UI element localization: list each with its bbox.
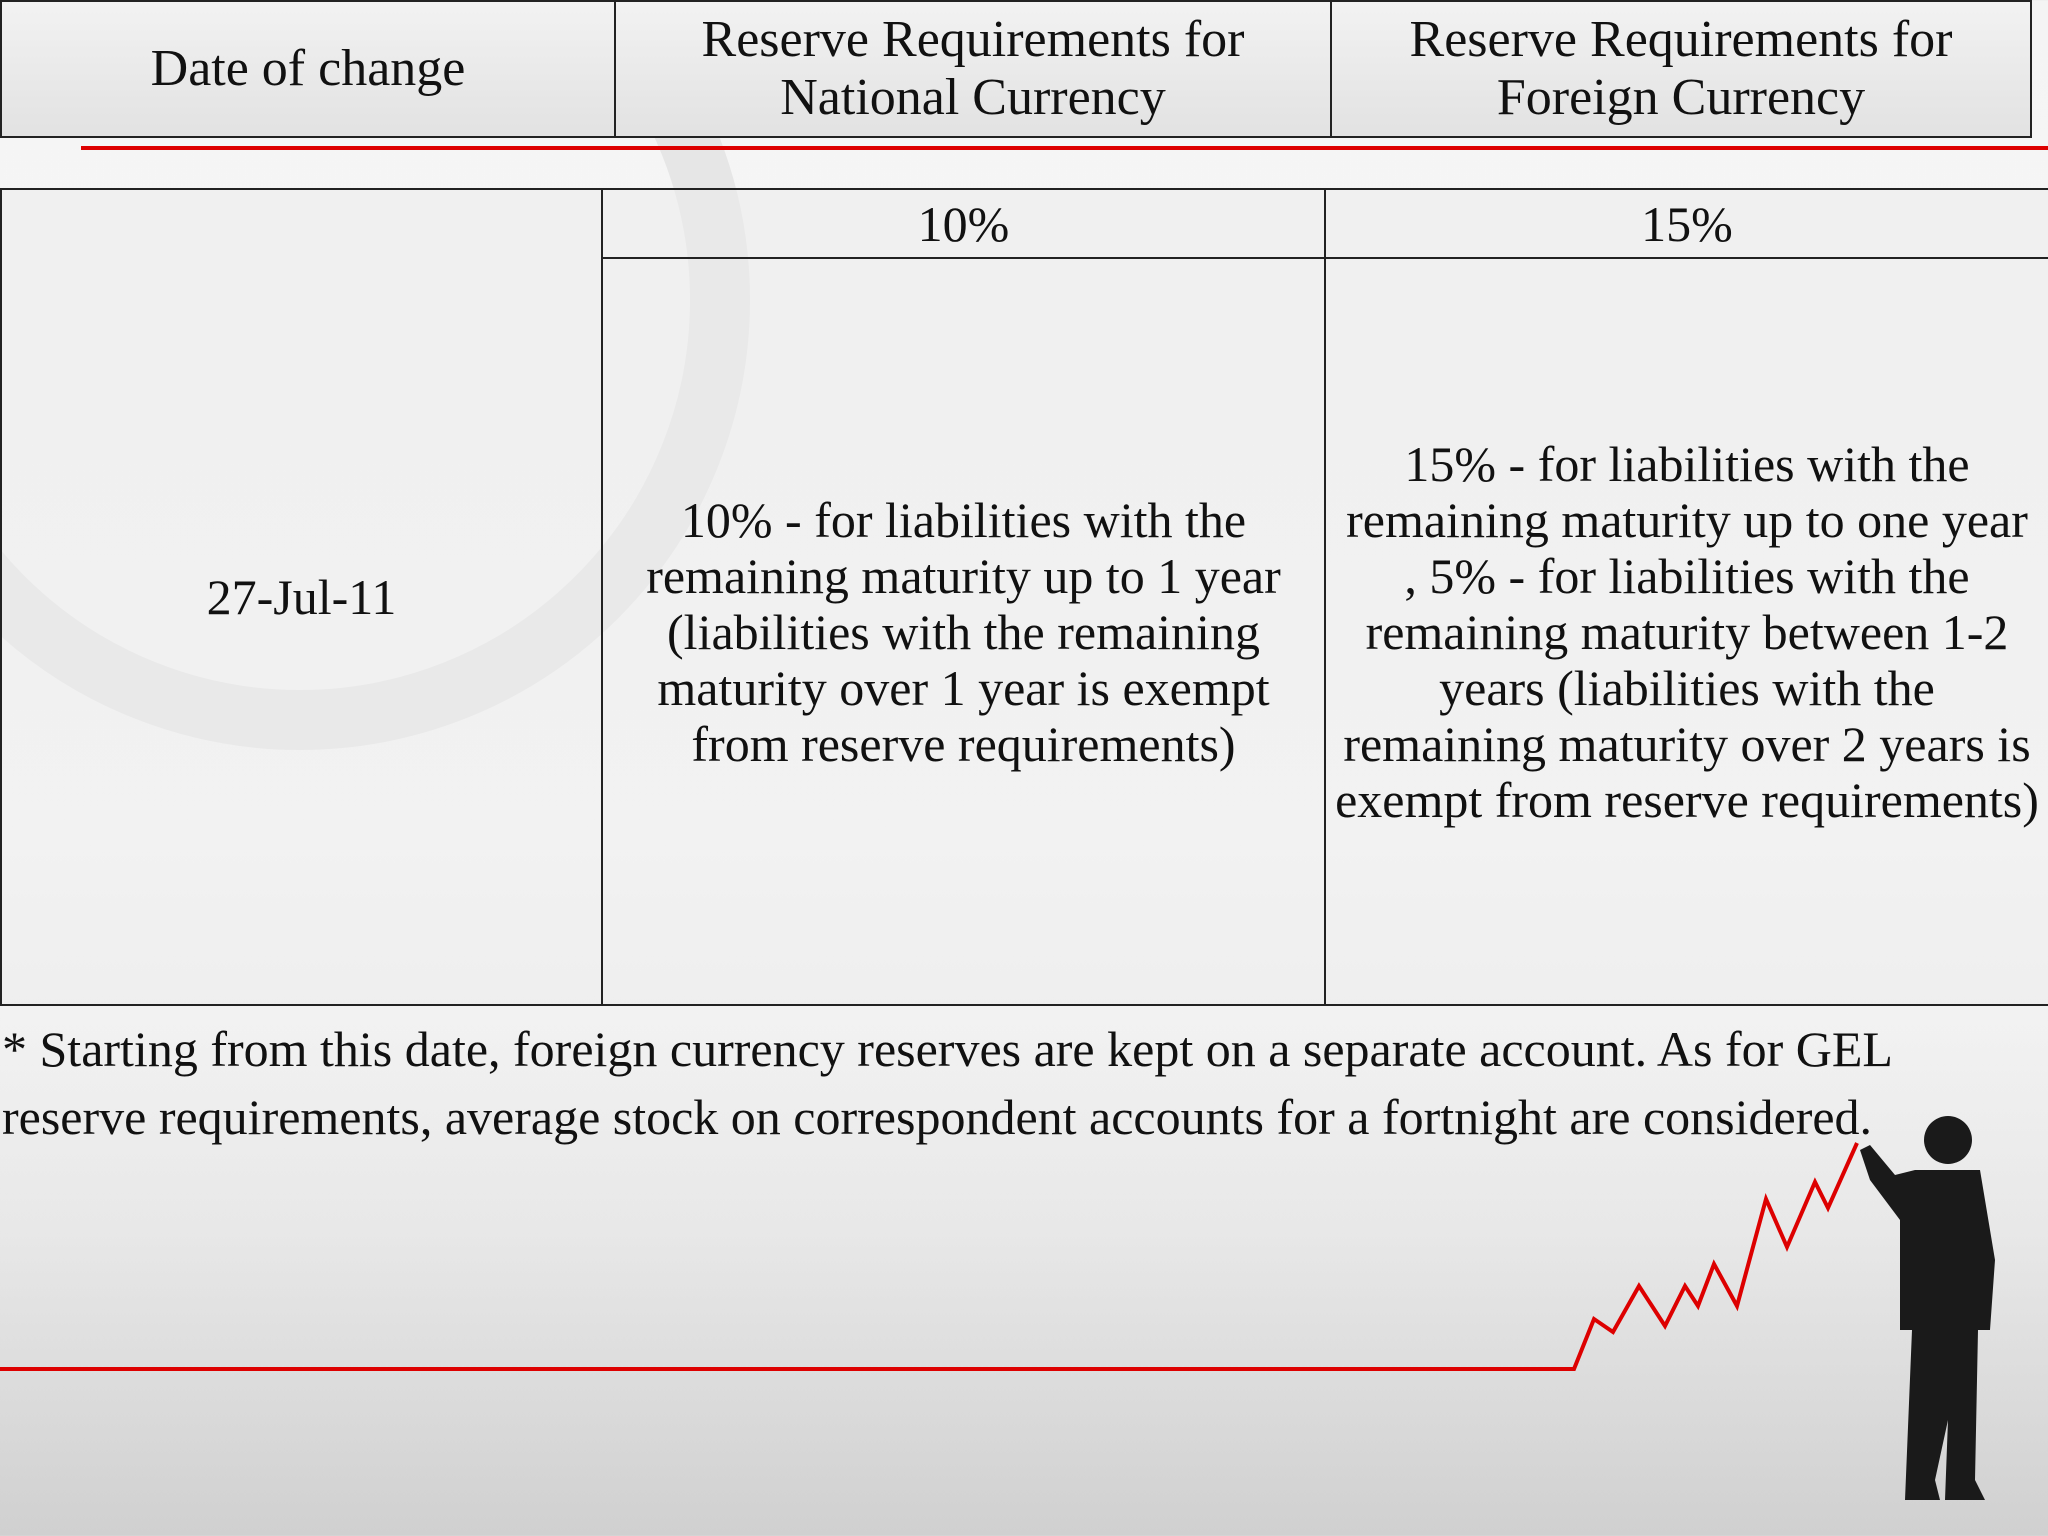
growth-line <box>0 1142 1859 1371</box>
national-detail: 10% - for liabilities with the remaining… <box>601 257 1326 1006</box>
national-rate: 10% <box>601 188 1326 259</box>
header-date: Date of change <box>0 0 616 138</box>
businessman-silhouette <box>1860 1116 1995 1500</box>
footnote: * Starting from this date, foreign curre… <box>2 1021 1892 1145</box>
header-national: Reserve Requirements for National Curren… <box>614 0 1332 138</box>
date-cell: 27-Jul-11 <box>0 188 603 1006</box>
foreign-detail: 15% - for liabilities with the remaining… <box>1324 257 2048 1006</box>
foreign-rate: 15% <box>1324 188 2048 259</box>
header-foreign: Reserve Requirements for Foreign Currenc… <box>1330 0 2032 138</box>
